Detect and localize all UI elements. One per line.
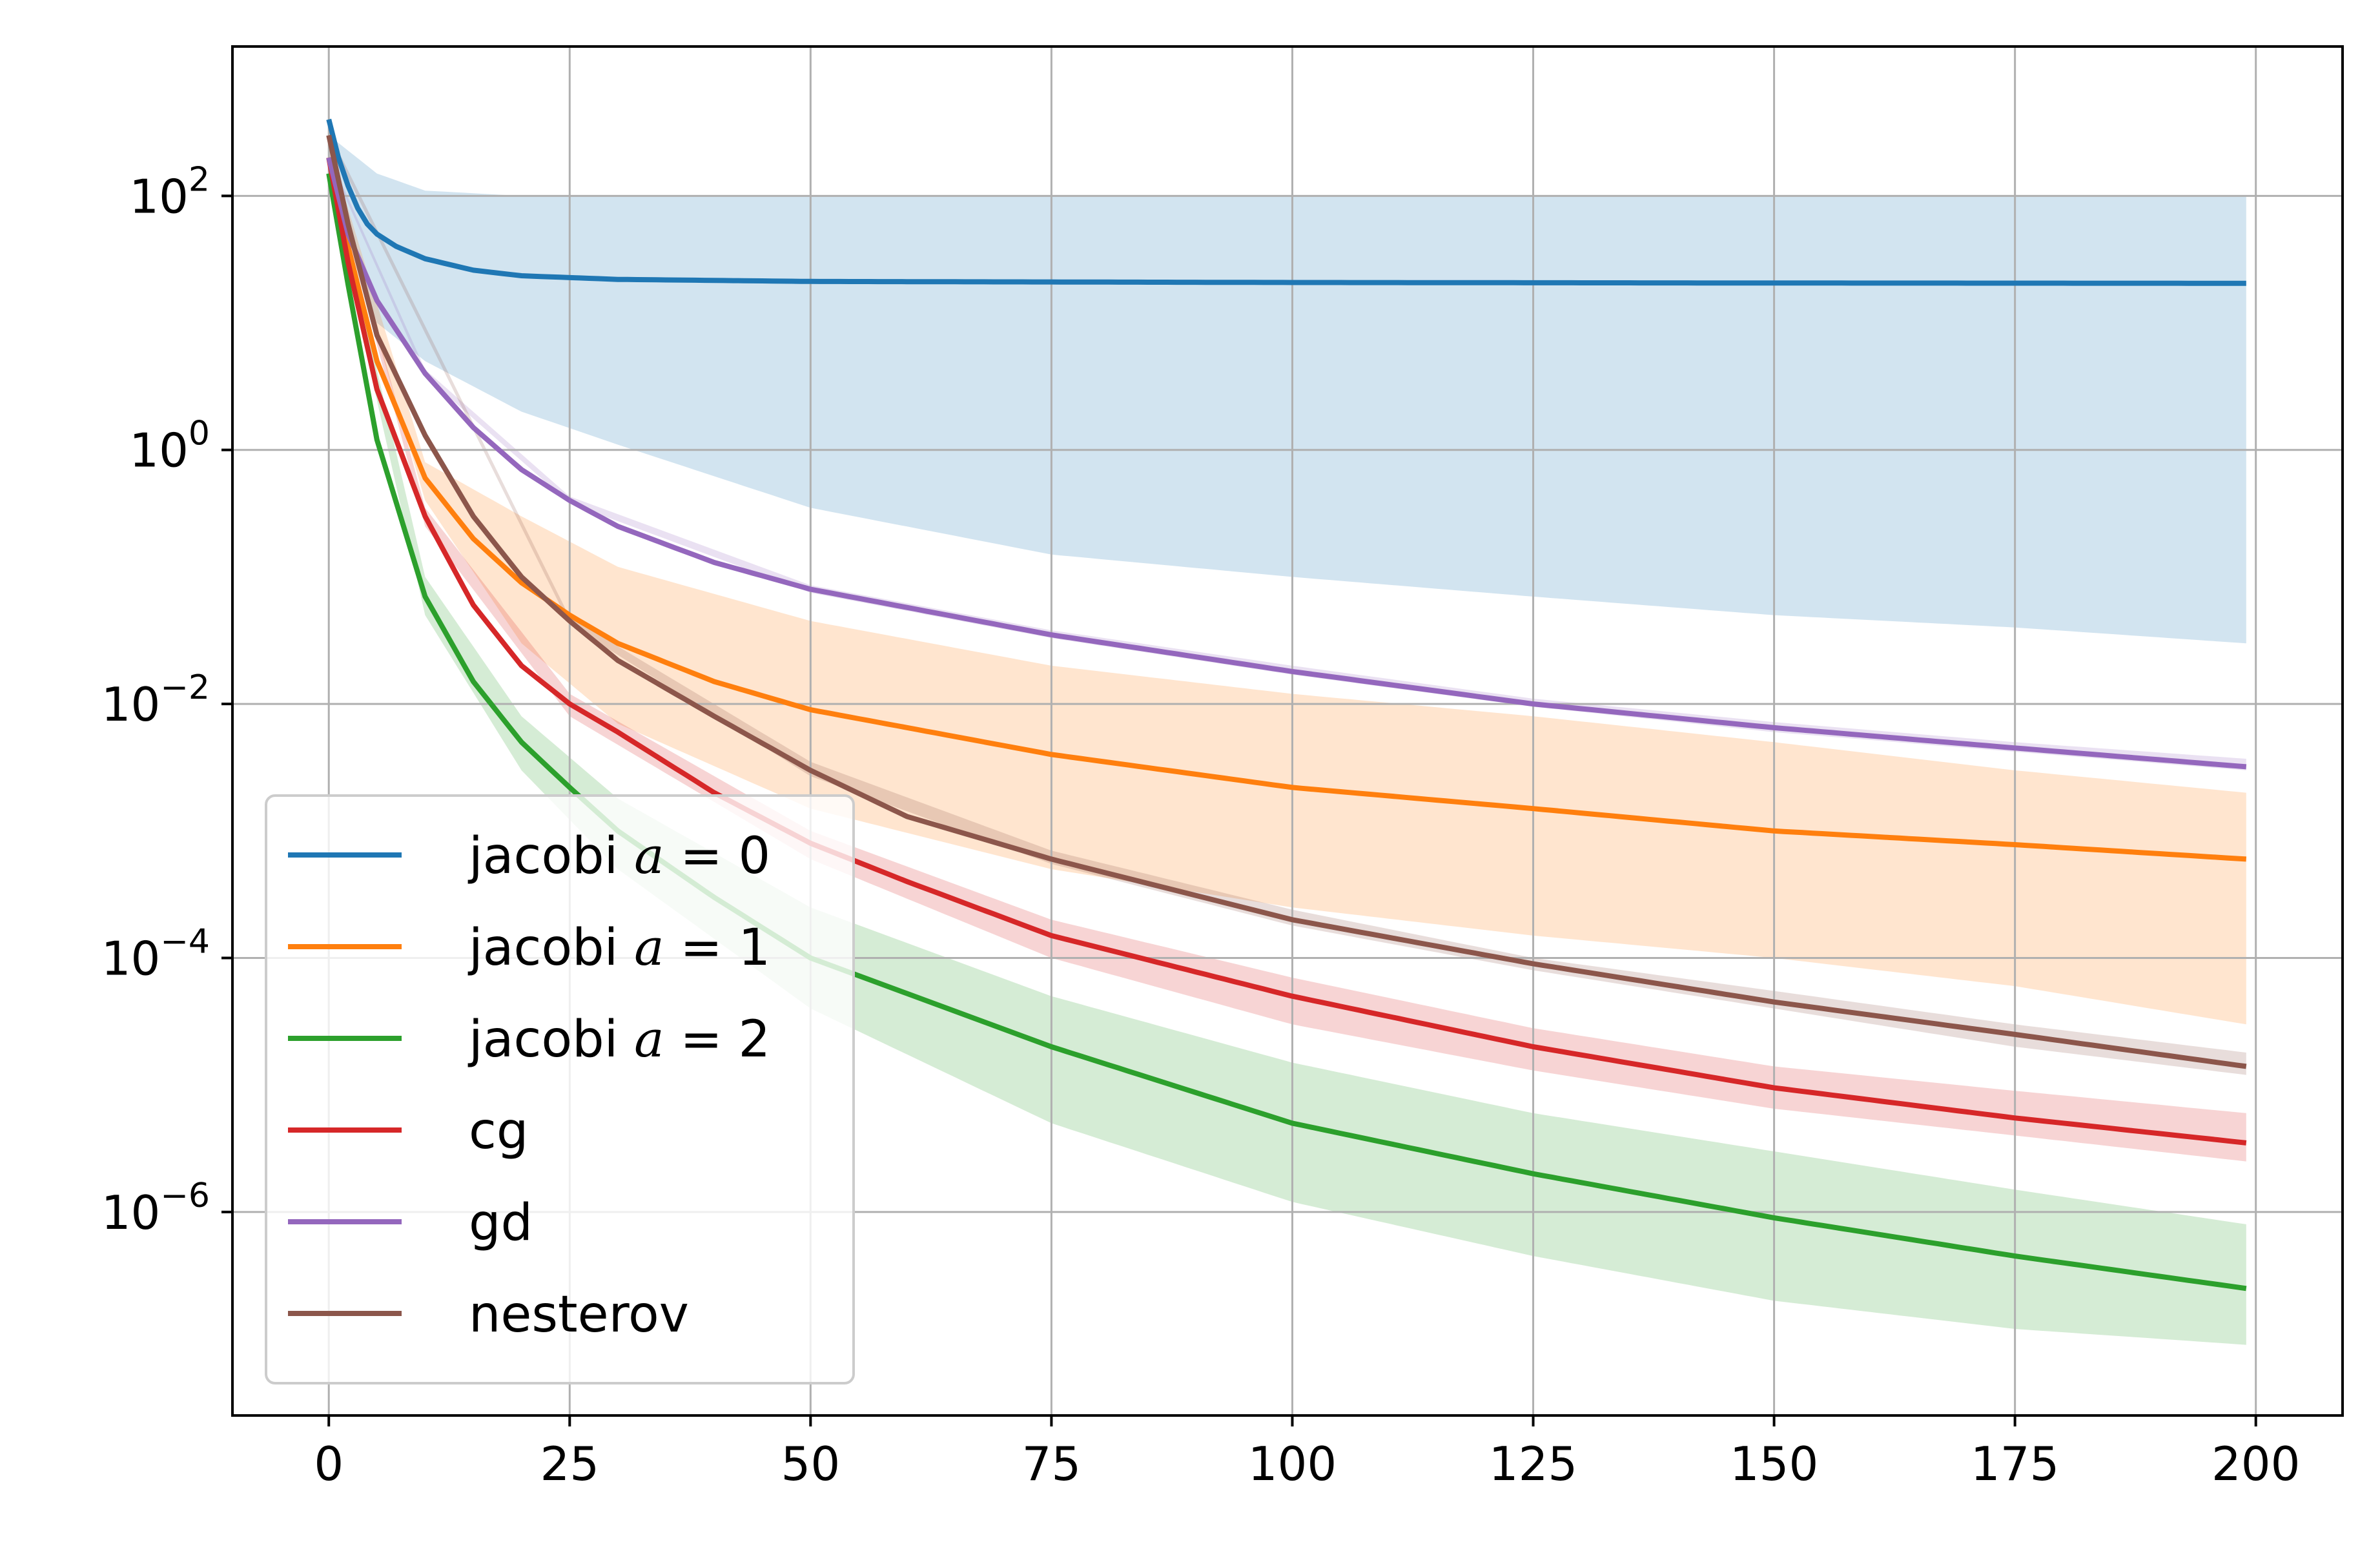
series-line-3 [326, 157, 2247, 1146]
series-line-0 [326, 118, 2246, 286]
series-line-5 [326, 134, 2247, 1069]
series-line-1 [326, 157, 2247, 862]
grid [232, 46, 2343, 1415]
y-axis: 102 100 10−2 10−4 10−6 [101, 160, 232, 1240]
x-tick-label-8: 200 [2211, 1437, 2300, 1491]
x-tick-label-7: 175 [1971, 1437, 2059, 1491]
x-tick-label-4: 100 [1248, 1437, 1337, 1491]
legend-label-4: gd [469, 1194, 533, 1252]
x-axis: 0 25 50 75 100 125 150 175 200 [314, 1415, 2300, 1491]
legend: jacobi a = 0 jacobi a = 1 jacobi a = 2 cg gd… [265, 794, 855, 1384]
y-tick-label-3: 10−4 [101, 922, 210, 985]
plot-frame [231, 45, 2344, 1417]
y-tick-label-1: 100 [129, 415, 210, 478]
legend-box [265, 794, 855, 1384]
legend-label-2: jacobi a = 2 [467, 1011, 770, 1069]
y-tick-label-0: 102 [129, 160, 210, 223]
x-tick-label-0: 0 [314, 1437, 344, 1491]
y-tick-label-4: 10−6 [101, 1177, 210, 1240]
legend-label-1: jacobi a = 1 [467, 919, 770, 977]
series-line-4 [326, 157, 2247, 770]
x-tick-label-6: 150 [1730, 1437, 1818, 1491]
band-series-0 [329, 135, 2246, 644]
x-tick-label-2: 50 [781, 1437, 841, 1491]
legend-label-0: jacobi a = 0 [467, 827, 770, 885]
x-tick-label-5: 125 [1489, 1437, 1577, 1491]
legend-label-5: nesterov [469, 1286, 689, 1344]
y-tick-label-2: 10−2 [101, 668, 210, 732]
legend-label-3: cg [469, 1102, 528, 1160]
x-tick-label-1: 25 [540, 1437, 599, 1491]
band-series-2 [329, 163, 2246, 1345]
x-tick-label-3: 75 [1022, 1437, 1082, 1491]
